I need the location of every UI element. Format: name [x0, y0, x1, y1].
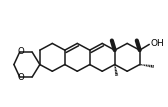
Text: O: O	[17, 74, 24, 82]
Text: O: O	[17, 47, 24, 56]
Text: OH: OH	[150, 39, 164, 48]
